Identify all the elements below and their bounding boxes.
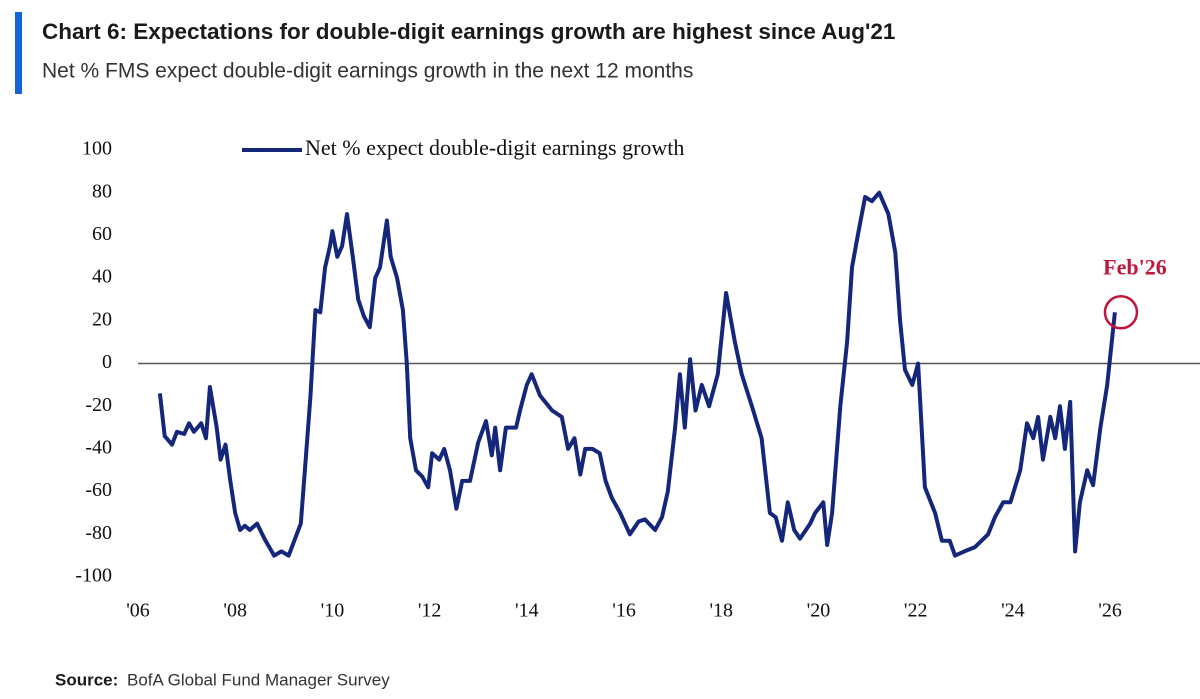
- chart-subtitle: Net % FMS expect double-digit earnings g…: [42, 60, 693, 83]
- y-tick-label: 100: [82, 138, 112, 160]
- y-tick-label: -20: [85, 394, 112, 416]
- y-tick-label: -100: [75, 565, 112, 587]
- y-tick-label: -80: [85, 522, 112, 544]
- y-tick-label: -60: [85, 479, 112, 501]
- x-tick-label: '10: [321, 600, 345, 622]
- x-tick-label: '24: [1001, 600, 1025, 622]
- annotation: Feb'26: [1103, 254, 1167, 279]
- x-tick-label: '16: [612, 600, 636, 622]
- y-tick-label: 80: [92, 180, 112, 202]
- y-tick-label: -40: [85, 436, 112, 458]
- x-tick-label: '22: [904, 600, 928, 622]
- x-tick-label: '08: [223, 600, 247, 622]
- series-line: [157, 190, 1117, 558]
- x-tick-label: '06: [126, 600, 150, 622]
- x-tick-label: '20: [807, 600, 831, 622]
- y-tick-label: 40: [92, 266, 112, 288]
- x-tick-label: '12: [418, 600, 442, 622]
- x-tick-label: '18: [709, 600, 733, 622]
- source-text: BofA Global Fund Manager Survey: [127, 670, 390, 689]
- chart-title: Chart 6: Expectations for double-digit e…: [42, 19, 895, 44]
- title-bar: [15, 12, 22, 94]
- y-tick-label: 20: [92, 308, 112, 330]
- source-label: Source:: [55, 670, 118, 689]
- y-tick-label: 0: [102, 351, 112, 373]
- x-tick-label: '14: [515, 600, 539, 622]
- legend-label: Net % expect double-digit earnings growt…: [305, 135, 684, 160]
- highlight-marker: [1103, 295, 1139, 330]
- x-tick-label: '26: [1098, 600, 1122, 622]
- y-tick-label: 60: [92, 223, 112, 245]
